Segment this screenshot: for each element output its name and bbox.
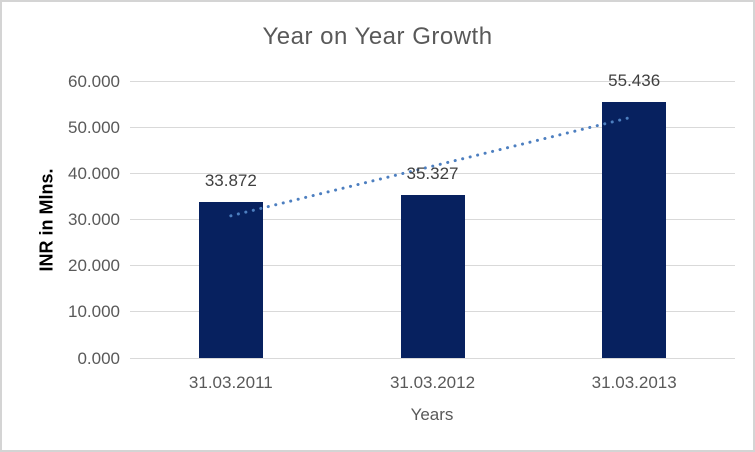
bar-value-label: 33.872: [204, 170, 257, 190]
y-tick-label: 40.000: [68, 163, 120, 183]
y-tick-label: 10.000: [68, 302, 120, 322]
gridline: [130, 357, 735, 359]
x-tick-label: 31.03.2012: [389, 373, 476, 392]
bar: [400, 194, 465, 358]
bar-value-label: 55.436: [608, 71, 661, 91]
y-tick-label: 30.000: [68, 210, 120, 229]
x-tick-label: 31.03.2011: [188, 373, 273, 392]
y-tick-label: 0.000: [77, 348, 120, 368]
bar: [602, 102, 667, 358]
y-tick-label: 60.000: [68, 71, 120, 91]
chart-title: Year on Year Growth: [262, 23, 493, 50]
x-tick-label: 31.03.2013: [591, 373, 677, 392]
y-tick-label: 50.000: [68, 117, 120, 137]
bar-value-label: 35.327: [406, 163, 459, 183]
x-axis-title: Years: [410, 405, 454, 424]
gridline: [130, 80, 735, 82]
bar: [198, 201, 263, 358]
y-tick-label: 20.000: [68, 256, 120, 276]
